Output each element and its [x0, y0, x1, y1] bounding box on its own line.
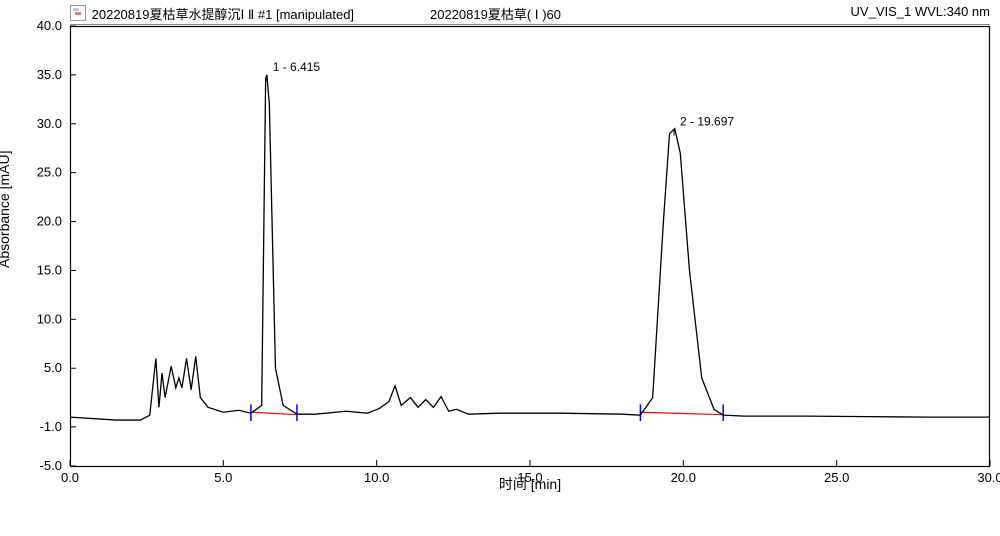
peak-label: 2 - 19.697	[680, 115, 734, 129]
sample-title-left: 20220819夏枯草水提醇沉Ⅰ Ⅱ #1 [manipulated]	[70, 4, 354, 23]
y-axis-label: Absorbance [mAU]	[0, 151, 12, 269]
chromatogram-window: 20220819夏枯草水提醇沉Ⅰ Ⅱ #1 [manipulated] 2022…	[0, 0, 1000, 536]
y-tick-label: -5.0	[40, 458, 62, 473]
detector-label: UV_VIS_1 WVL:340 nm	[851, 4, 990, 19]
integration-baseline	[251, 412, 297, 414]
sample-title-middle: 20220819夏枯草( Ⅰ )60	[430, 4, 561, 23]
y-tick-label: 35.0	[37, 67, 62, 82]
title-bar: 20220819夏枯草水提醇沉Ⅰ Ⅱ #1 [manipulated] 2022…	[70, 4, 990, 25]
plot-frame	[71, 27, 990, 467]
y-tick-label: 10.0	[37, 311, 62, 326]
x-tick-label: 10.0	[364, 470, 389, 485]
y-tick-label: 5.0	[44, 360, 62, 375]
integration-baseline	[640, 412, 723, 414]
y-tick-label: -1.0	[40, 419, 62, 434]
plot-area: 0.05.010.015.020.025.030.0-5.0-1.05.010.…	[70, 26, 990, 496]
y-tick-label: 15.0	[37, 262, 62, 277]
x-axis-label: 时间 [min]	[499, 474, 561, 494]
x-tick-label: 30.0	[977, 470, 1000, 485]
y-tick-label: 20.0	[37, 214, 62, 229]
x-tick-label: 25.0	[824, 470, 849, 485]
peak-label: 1 - 6.415	[273, 60, 321, 74]
chromatogram-svg: 0.05.010.015.020.025.030.0-5.0-1.05.010.…	[70, 26, 990, 496]
x-tick-label: 0.0	[61, 470, 79, 485]
x-tick-label: 20.0	[671, 470, 696, 485]
chromatogram-icon	[70, 5, 86, 21]
title-left-text: 20220819夏枯草水提醇沉Ⅰ Ⅱ #1 [manipulated]	[92, 7, 354, 22]
y-tick-label: 30.0	[37, 116, 62, 131]
y-tick-label: 40.0	[37, 18, 62, 33]
y-tick-label: 25.0	[37, 165, 62, 180]
chromatogram-trace	[70, 75, 990, 420]
x-tick-label: 5.0	[214, 470, 232, 485]
